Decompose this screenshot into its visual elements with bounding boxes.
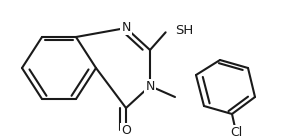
Text: SH: SH	[176, 24, 194, 37]
Text: N: N	[121, 21, 131, 35]
Text: O: O	[121, 123, 131, 136]
Text: Cl: Cl	[230, 126, 242, 136]
Text: N: N	[145, 80, 155, 92]
